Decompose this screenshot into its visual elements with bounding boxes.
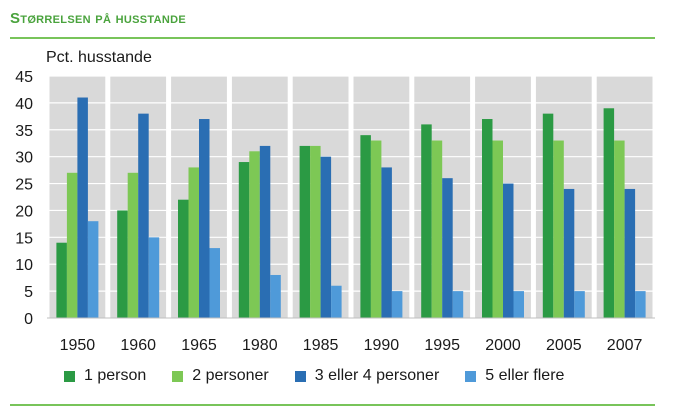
x-tick-label: 1960	[120, 337, 156, 354]
bar-1950-series-4	[87, 221, 99, 318]
x-tick-label: 2005	[546, 337, 582, 354]
bar-1950-series-3	[77, 97, 88, 318]
x-tick-label: 2007	[607, 337, 643, 354]
legend-item-2-personer: 2 personer	[172, 367, 269, 385]
legend-label: 2 personer	[192, 367, 269, 384]
bar-1965-series-3	[199, 119, 210, 319]
x-tick-label: 1985	[303, 337, 339, 354]
legend-item-1-person: 1 person	[64, 367, 146, 385]
bar-1985-series-3	[320, 156, 332, 318]
legend-swatch	[64, 370, 75, 382]
bar-2007-series-2	[614, 140, 625, 318]
bar-2005-series-2	[553, 140, 564, 318]
bar-2000-series-2	[492, 140, 503, 318]
legend-label: 5 eller flere	[485, 367, 565, 384]
bar-1995-series-4	[452, 291, 464, 318]
bar-1965-series-2	[188, 167, 199, 318]
bar-1985-series-2	[310, 145, 321, 318]
bar-1990-series-2	[370, 140, 382, 318]
bar-2007-series-4	[635, 291, 646, 318]
bar-1965-series-4	[209, 248, 220, 318]
bottom-divider	[10, 404, 655, 406]
legend-swatch	[172, 370, 184, 382]
bar-1985-series-1	[299, 145, 311, 318]
y-tick-label: 15	[15, 230, 33, 247]
bar-1995-series-2	[431, 140, 443, 318]
bar-2000-series-1	[482, 119, 493, 319]
bar-1995-series-1	[421, 124, 432, 319]
x-tick-label: 1965	[181, 337, 217, 354]
y-tick-label: 5	[24, 284, 33, 301]
y-tick-label: 0	[24, 311, 33, 328]
legend: 1 person 2 personer 3 eller 4 personer 5…	[64, 367, 564, 385]
bar-1960-series-1	[117, 210, 128, 318]
bar-2005-series-4	[574, 291, 585, 318]
y-tick-label: 30	[15, 150, 33, 167]
legend-swatch	[294, 370, 306, 382]
y-tick-label: 35	[15, 123, 33, 140]
bar-1990-series-4	[391, 291, 403, 318]
bar-2000-series-4	[513, 291, 524, 318]
bar-1965-series-1	[178, 199, 189, 318]
bar-1960-series-2	[127, 172, 139, 318]
bar-1990-series-3	[381, 167, 392, 318]
legend-label: 3 eller 4 personer	[314, 367, 440, 384]
legend-label: 1 person	[84, 367, 147, 384]
y-tick-label: 40	[15, 96, 33, 113]
legend-item-3-eller-4-personer: 3 eller 4 personer	[294, 367, 440, 385]
bar-1960-series-3	[138, 113, 149, 319]
y-tick-label: 25	[15, 177, 33, 194]
bar-1995-series-3	[442, 178, 453, 318]
y-tick-label: 20	[15, 203, 33, 220]
top-divider	[10, 37, 655, 39]
bar-2007-series-1	[603, 108, 615, 319]
x-tick-label: 1995	[424, 337, 460, 354]
bar-2005-series-3	[563, 188, 575, 318]
x-tick-label: 1980	[242, 337, 278, 354]
bar-1950-series-1	[56, 242, 67, 318]
x-tick-label: 2000	[485, 337, 521, 354]
bar-1985-series-4	[331, 285, 342, 318]
y-tick-label: 45	[15, 69, 33, 86]
bar-1980-series-1	[238, 162, 250, 318]
legend-item-5-eller-flere: 5 eller flere	[465, 367, 564, 385]
bar-2000-series-3	[503, 183, 514, 318]
bar-2005-series-1	[542, 113, 554, 319]
bar-1960-series-4	[148, 237, 160, 318]
bar-1990-series-1	[360, 135, 371, 318]
x-tick-label: 1950	[60, 337, 96, 354]
bar-1980-series-2	[249, 151, 260, 318]
bar-1950-series-2	[66, 172, 78, 318]
chart-title: Størrelsen på husstande	[10, 10, 186, 27]
x-tick-label: 1990	[364, 337, 400, 354]
bar-1980-series-3	[259, 145, 271, 318]
bar-2007-series-3	[624, 188, 636, 318]
y-axis-label: Pct. husstande	[46, 49, 152, 66]
y-tick-label: 10	[15, 257, 33, 274]
legend-swatch	[465, 370, 477, 382]
bar-1980-series-4	[270, 274, 281, 318]
